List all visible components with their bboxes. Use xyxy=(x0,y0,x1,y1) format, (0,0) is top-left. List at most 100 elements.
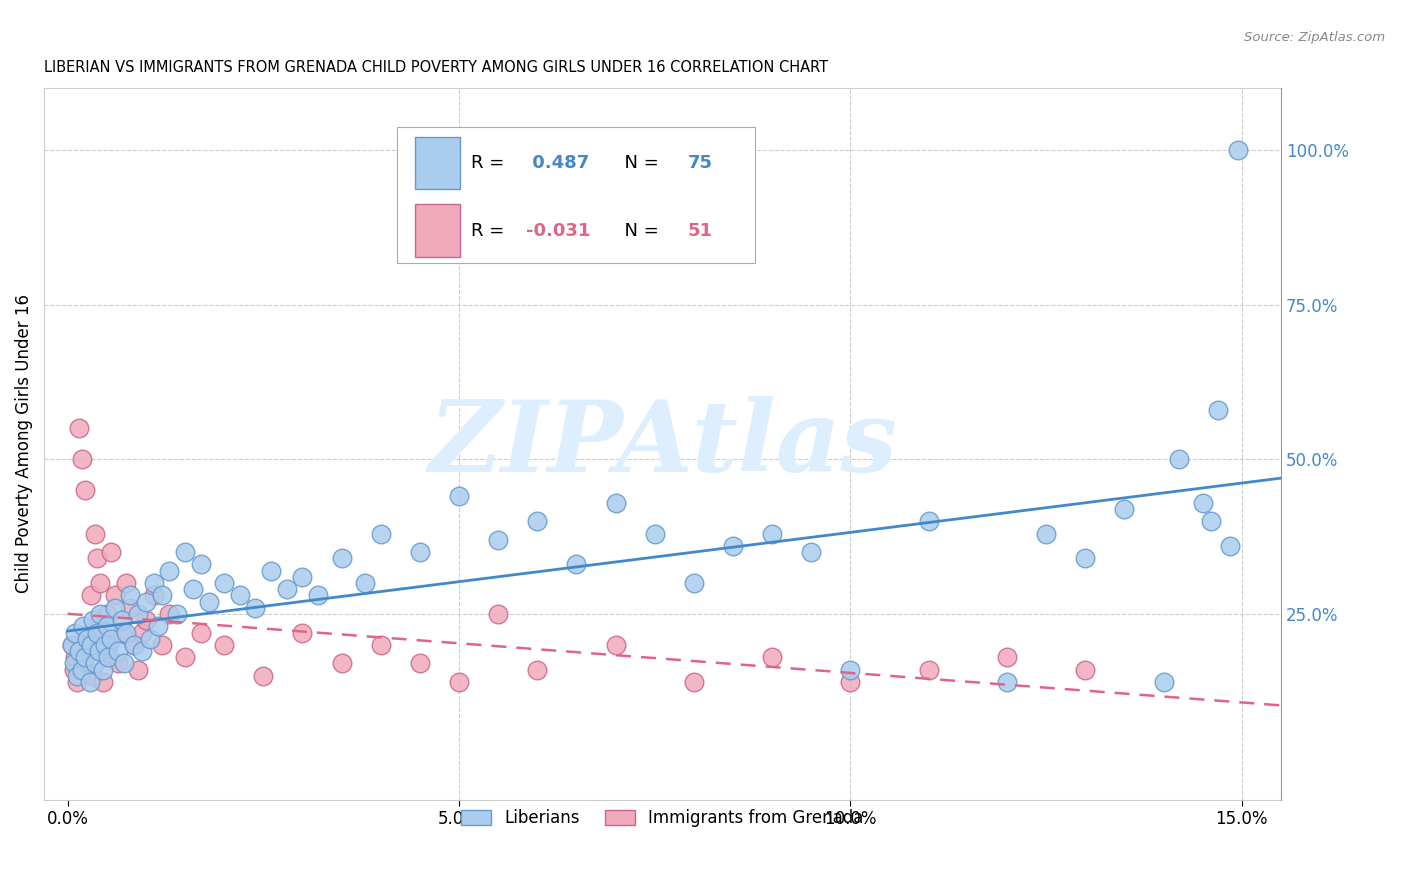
Point xyxy=(142,576,165,591)
Point xyxy=(79,625,101,640)
Point xyxy=(276,582,298,597)
Point xyxy=(96,607,118,621)
Point xyxy=(721,539,744,553)
Point xyxy=(135,594,157,608)
Text: LIBERIAN VS IMMIGRANTS FROM GRENADA CHILD POVERTY AMONG GIRLS UNDER 16 CORRELATI: LIBERIAN VS IMMIGRANTS FROM GRENADA CHIL… xyxy=(44,60,828,75)
Point xyxy=(447,490,470,504)
Point xyxy=(245,600,267,615)
Point xyxy=(94,638,117,652)
Point xyxy=(565,558,588,572)
Point xyxy=(761,650,783,665)
Point xyxy=(181,582,204,597)
Point xyxy=(1074,663,1097,677)
Point xyxy=(80,589,103,603)
Text: N =: N = xyxy=(613,154,665,172)
Point xyxy=(91,663,114,677)
Point xyxy=(79,675,101,690)
Point xyxy=(839,663,862,677)
Point xyxy=(291,625,314,640)
Point xyxy=(190,625,212,640)
Point xyxy=(66,669,89,683)
Point xyxy=(82,613,104,627)
Point xyxy=(644,526,666,541)
Point xyxy=(409,657,432,671)
Point xyxy=(107,657,129,671)
Point xyxy=(447,675,470,690)
Point xyxy=(100,545,122,559)
Point xyxy=(174,650,197,665)
Text: N =: N = xyxy=(613,221,665,240)
Point xyxy=(112,657,135,671)
Point xyxy=(1168,452,1191,467)
Point xyxy=(65,625,87,640)
Text: Source: ZipAtlas.com: Source: ZipAtlas.com xyxy=(1244,31,1385,45)
Point xyxy=(135,613,157,627)
Point xyxy=(73,483,96,498)
Point xyxy=(72,619,94,633)
Point xyxy=(103,600,125,615)
Point xyxy=(66,675,89,690)
Point xyxy=(84,526,107,541)
Point xyxy=(86,625,108,640)
Point xyxy=(260,564,283,578)
Point xyxy=(995,650,1018,665)
Point xyxy=(122,638,145,652)
Point xyxy=(330,551,353,566)
Point xyxy=(1208,403,1230,417)
Point xyxy=(166,607,188,621)
Point xyxy=(131,625,153,640)
Point xyxy=(1199,514,1222,528)
Text: 0.487: 0.487 xyxy=(526,154,589,172)
Point xyxy=(370,638,392,652)
Point xyxy=(1219,539,1241,553)
Point xyxy=(67,644,90,658)
Point xyxy=(87,625,110,640)
Point xyxy=(63,663,86,677)
Text: 51: 51 xyxy=(688,221,713,240)
Point xyxy=(111,613,134,627)
Point xyxy=(139,632,162,646)
Point xyxy=(157,607,180,621)
Point xyxy=(307,589,329,603)
Point xyxy=(1153,675,1175,690)
Point xyxy=(174,545,197,559)
Point xyxy=(1226,143,1249,157)
Point xyxy=(1035,526,1057,541)
Point xyxy=(70,452,93,467)
Point xyxy=(409,545,432,559)
Point xyxy=(354,576,377,591)
Point xyxy=(150,638,173,652)
Point xyxy=(157,564,180,578)
Point xyxy=(146,619,169,633)
Point xyxy=(89,576,111,591)
Point xyxy=(918,514,941,528)
Point xyxy=(67,421,90,435)
Point xyxy=(63,657,86,671)
Point xyxy=(73,650,96,665)
Point xyxy=(918,663,941,677)
Point xyxy=(197,594,219,608)
Point xyxy=(76,638,98,652)
Point xyxy=(60,638,83,652)
Point xyxy=(103,589,125,603)
Point xyxy=(229,589,252,603)
Point xyxy=(131,644,153,658)
Point xyxy=(252,669,274,683)
Point xyxy=(212,638,235,652)
Text: R =: R = xyxy=(471,154,510,172)
Point xyxy=(122,638,145,652)
Point xyxy=(96,619,118,633)
Point xyxy=(682,675,704,690)
Point xyxy=(839,675,862,690)
Point xyxy=(127,607,149,621)
Point xyxy=(94,650,117,665)
Y-axis label: Child Poverty Among Girls Under 16: Child Poverty Among Girls Under 16 xyxy=(15,294,32,593)
Text: ZIPAtlas: ZIPAtlas xyxy=(427,396,897,492)
Point xyxy=(111,625,134,640)
Point xyxy=(120,589,142,603)
Point xyxy=(127,663,149,677)
Point xyxy=(605,496,627,510)
Point xyxy=(800,545,823,559)
Point xyxy=(486,533,509,547)
Legend: Liberians, Immigrants from Grenada: Liberians, Immigrants from Grenada xyxy=(454,803,870,834)
